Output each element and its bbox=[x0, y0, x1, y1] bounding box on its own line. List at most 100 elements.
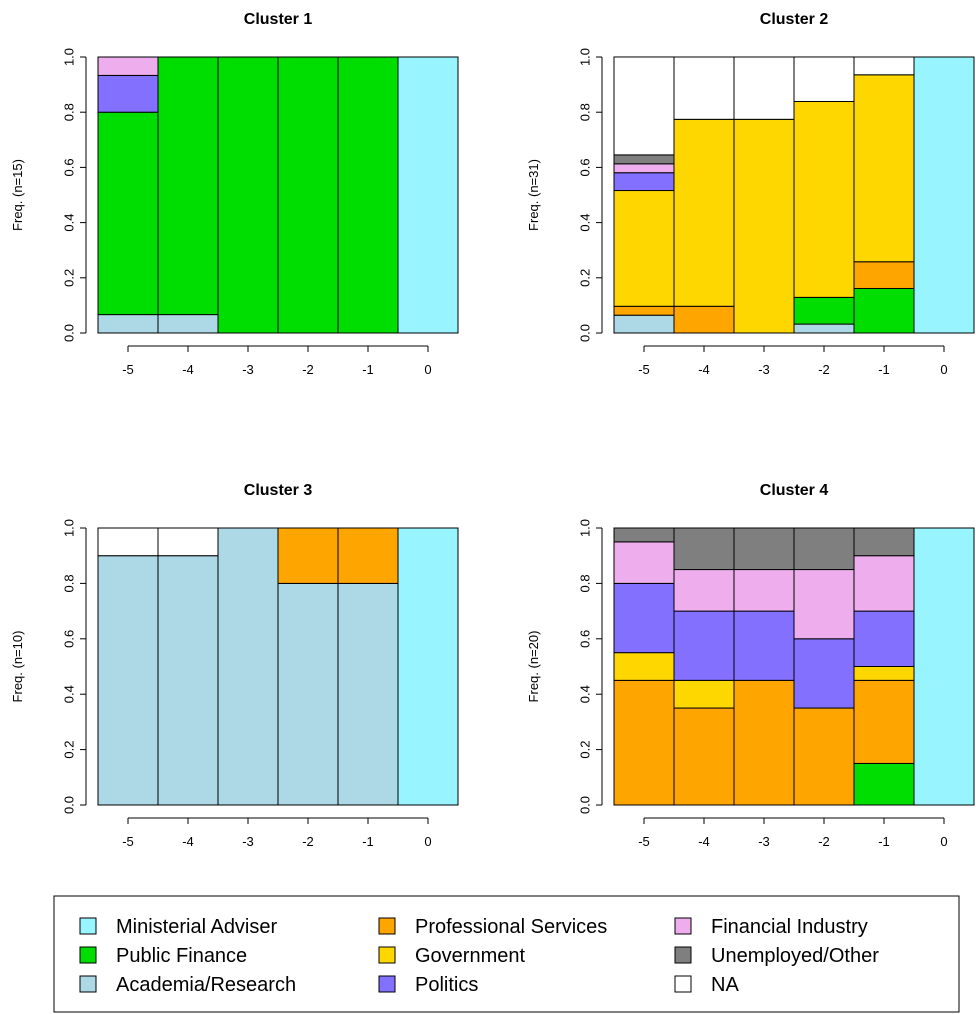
chart-panel-1: Cluster 1 0.0 0.2 0.4 0.6 0.8 1.0 Freq. (n=15) -… bbox=[10, 11, 459, 377]
legend-item: Ministerial Adviser bbox=[79, 916, 278, 938]
legend-swatch bbox=[79, 917, 97, 935]
x-tick-label: -5 bbox=[122, 834, 134, 849]
chart-panel-2: Cluster 2 0.0 0.2 0.4 0.6 0.8 1.0 Freq. (n=31) -… bbox=[526, 11, 975, 377]
bar-segment bbox=[97, 314, 159, 334]
legend-swatch bbox=[674, 975, 692, 993]
y-tick-label: 0.6 bbox=[61, 630, 76, 648]
bar-segment bbox=[613, 163, 675, 174]
x-tick-label: 0 bbox=[940, 834, 947, 849]
bar-segment bbox=[613, 541, 675, 584]
legend-label: Academia/Research bbox=[116, 974, 296, 996]
bar-segment bbox=[673, 305, 735, 334]
x-axis: -5 -4 -3 -2 -1 0 bbox=[122, 817, 432, 849]
y-axis: 0.0 0.2 0.4 0.6 0.8 1.0 Freq. (n=10) bbox=[10, 519, 87, 814]
y-tick-label: 0.4 bbox=[577, 685, 592, 703]
y-tick-label: 0.4 bbox=[61, 214, 76, 232]
y-tick-label: 0.8 bbox=[61, 574, 76, 592]
y-tick-label: 0.4 bbox=[577, 214, 592, 232]
bar-segment bbox=[157, 56, 219, 316]
bar-segment bbox=[613, 190, 675, 307]
bar-segment bbox=[613, 56, 675, 156]
chart-title: Cluster 1 bbox=[244, 11, 313, 28]
y-tick-label: 1.0 bbox=[61, 48, 76, 66]
x-tick-label: -2 bbox=[818, 362, 830, 377]
x-tick-label: -4 bbox=[182, 834, 194, 849]
x-tick-label: -1 bbox=[878, 362, 890, 377]
bar-segment bbox=[793, 707, 855, 806]
y-tick-label: 0.8 bbox=[61, 103, 76, 121]
bar-segment bbox=[673, 610, 735, 681]
bar-segment bbox=[217, 527, 279, 806]
bar-segment bbox=[337, 582, 399, 806]
x-tick-label: -3 bbox=[758, 362, 770, 377]
bar-segment bbox=[613, 652, 675, 681]
legend-label: Government bbox=[415, 945, 525, 967]
legend-label: Financial Industry bbox=[711, 916, 868, 938]
y-tick-label: 0.2 bbox=[577, 269, 592, 287]
bar-segment bbox=[277, 56, 339, 334]
bar-segment bbox=[853, 74, 915, 263]
bar-segment bbox=[337, 527, 399, 584]
x-tick-label: -5 bbox=[122, 362, 134, 377]
bar-segment bbox=[613, 305, 675, 316]
bar-segment bbox=[853, 56, 915, 76]
legend-swatch bbox=[378, 975, 396, 993]
legend-item: Professional Services bbox=[378, 916, 607, 938]
y-axis: 0.0 0.2 0.4 0.6 0.8 1.0 Freq. (n=20) bbox=[526, 519, 603, 814]
y-axis-label: Freq. (n=15) bbox=[10, 159, 25, 231]
y-tick-label: 1.0 bbox=[577, 48, 592, 66]
legend: Ministerial Adviser Public Finance Academi… bbox=[53, 895, 960, 1013]
legend-item: NA bbox=[674, 974, 739, 996]
bar-segment bbox=[277, 527, 339, 584]
legend-swatch bbox=[79, 975, 97, 993]
x-tick-label: -3 bbox=[242, 834, 254, 849]
bar-segment bbox=[97, 527, 159, 557]
bar-segment bbox=[853, 261, 915, 289]
bar-segment bbox=[97, 555, 159, 806]
bar-segment bbox=[673, 56, 735, 120]
bar-segment bbox=[157, 555, 219, 806]
bar-segment bbox=[733, 56, 795, 120]
bar-segment bbox=[793, 100, 855, 298]
bar-segment bbox=[673, 679, 735, 709]
bar-segment bbox=[913, 56, 975, 334]
legend-label: Unemployed/Other bbox=[711, 945, 879, 967]
bar-segment bbox=[853, 762, 915, 806]
x-tick-label: -5 bbox=[638, 362, 650, 377]
bar-segment bbox=[853, 527, 915, 557]
bar-segment bbox=[97, 111, 159, 316]
bar-segment bbox=[733, 118, 795, 334]
y-tick-label: 0.2 bbox=[577, 741, 592, 759]
bar-segment bbox=[613, 314, 675, 334]
bar-segment bbox=[673, 707, 735, 806]
legend-item: Politics bbox=[378, 974, 478, 996]
y-tick-label: 0.0 bbox=[61, 324, 76, 342]
legend-label: Professional Services bbox=[415, 916, 607, 938]
x-tick-label: -1 bbox=[362, 362, 374, 377]
legend-swatch bbox=[79, 946, 97, 964]
x-axis: -5 -4 -3 -2 -1 0 bbox=[122, 345, 432, 377]
bar-segment bbox=[793, 323, 855, 334]
y-axis: 0.0 0.2 0.4 0.6 0.8 1.0 Freq. (n=15) bbox=[10, 48, 87, 342]
x-tick-label: -1 bbox=[878, 834, 890, 849]
y-tick-label: 0.0 bbox=[61, 796, 76, 814]
chart-title: Cluster 4 bbox=[760, 482, 829, 499]
x-axis: -5 -4 -3 -2 -1 0 bbox=[638, 817, 948, 849]
y-tick-label: 1.0 bbox=[577, 519, 592, 537]
bar-segment bbox=[673, 569, 735, 612]
y-tick-label: 0.0 bbox=[577, 324, 592, 342]
bar-segment bbox=[793, 56, 855, 102]
y-tick-label: 0.2 bbox=[61, 269, 76, 287]
legend-swatch bbox=[674, 917, 692, 935]
bar-segment bbox=[217, 56, 279, 334]
y-axis-label: Freq. (n=10) bbox=[10, 631, 25, 703]
bar-segment bbox=[853, 555, 915, 612]
y-tick-label: 0.0 bbox=[577, 796, 592, 814]
bar-segment bbox=[793, 569, 855, 640]
x-tick-label: -4 bbox=[698, 362, 710, 377]
y-tick-label: 0.2 bbox=[61, 741, 76, 759]
legend-label: Ministerial Adviser bbox=[116, 916, 278, 938]
y-axis: 0.0 0.2 0.4 0.6 0.8 1.0 Freq. (n=31) bbox=[526, 48, 603, 342]
legend-swatch bbox=[378, 917, 396, 935]
y-tick-label: 0.6 bbox=[577, 158, 592, 176]
